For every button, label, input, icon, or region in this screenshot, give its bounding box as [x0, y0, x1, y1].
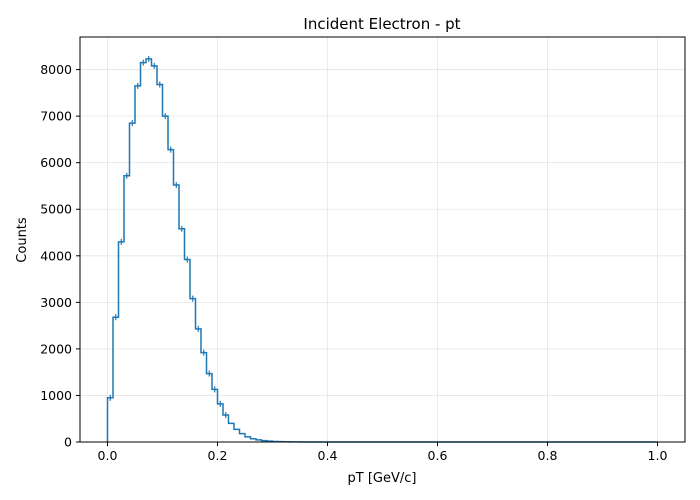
bin-markers: [109, 55, 227, 418]
y-axis-ticks: 0 1000 2000 3000 4000 5000 6000 7000 8000: [40, 62, 80, 450]
y-tick-label: 4000: [40, 248, 72, 263]
x-tick-label: 1.0: [648, 448, 668, 463]
y-tick-label: 8000: [40, 62, 72, 77]
x-axis-ticks: 0.0 0.2 0.4 0.6 0.8 1.0: [98, 442, 668, 463]
x-tick-label: 0.4: [318, 448, 338, 463]
y-tick-label: 7000: [40, 109, 72, 124]
x-axis-label: pT [GeV/c]: [348, 471, 417, 486]
x-tick-label: 0.8: [538, 448, 558, 463]
y-tick-label: 3000: [40, 295, 72, 310]
chart-title: Incident Electron - pt: [303, 15, 460, 33]
x-tick-label: 0.6: [428, 448, 448, 463]
y-axis-label: Counts: [15, 217, 30, 263]
x-tick-label: 0.0: [98, 448, 118, 463]
y-tick-label: 5000: [40, 202, 72, 217]
x-tick-label: 0.2: [208, 448, 228, 463]
plot-frame: [79, 36, 686, 443]
y-tick-label: 0: [64, 435, 72, 450]
y-tick-label: 1000: [40, 388, 72, 403]
y-tick-label: 2000: [40, 341, 72, 356]
grid-lines: [80, 37, 685, 443]
y-tick-label: 6000: [40, 155, 72, 170]
